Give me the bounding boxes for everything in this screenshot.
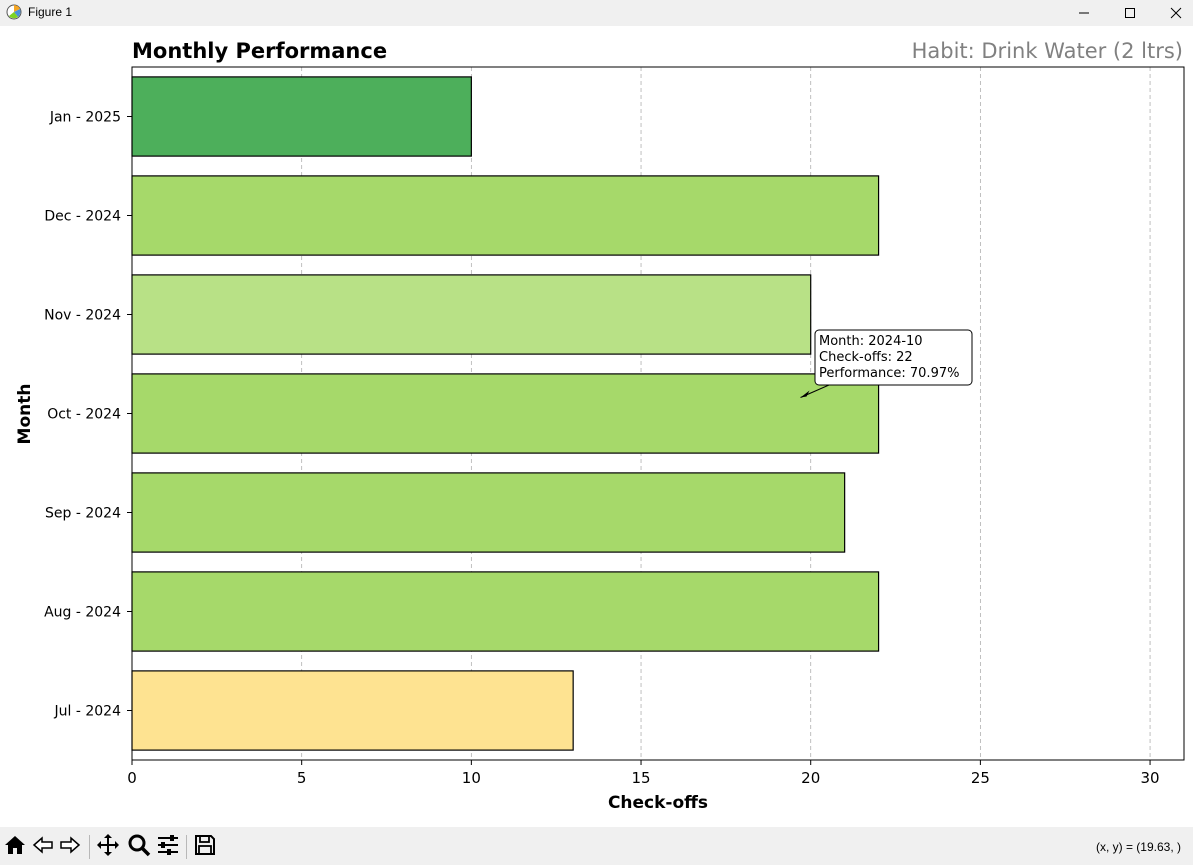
- back-button[interactable]: [30, 834, 56, 860]
- bar: [131, 175, 880, 256]
- y-tick-label: Sep - 2024: [45, 506, 121, 522]
- x-axis-label: Check-offs: [608, 793, 708, 813]
- bar: [131, 472, 846, 553]
- zoom-button[interactable]: [126, 834, 152, 860]
- window-title: Figure 1: [28, 5, 73, 19]
- x-tick-label: 0: [127, 769, 137, 787]
- y-axis-label: Month: [15, 384, 35, 445]
- cursor-coordinates: (x, y) = (19.63, ): [1095, 840, 1181, 854]
- minimize-icon: [1078, 7, 1090, 19]
- annotation-arrowhead: [800, 390, 810, 398]
- x-tick-label: 25: [971, 769, 990, 787]
- bar: [131, 571, 880, 652]
- y-tick-label: Aug - 2024: [44, 605, 121, 621]
- back-icon: [32, 834, 54, 860]
- chart-subtitle: Habit: Drink Water (2 ltrs): [912, 39, 1183, 63]
- annotation-line: Check-offs: 22: [819, 350, 913, 365]
- y-tick-label: Jul - 2024: [54, 704, 122, 720]
- close-icon: [1170, 7, 1182, 19]
- configure-subplots-button[interactable]: [155, 834, 181, 860]
- y-tick-label: Jan - 2025: [49, 110, 121, 126]
- configure-subplots-icon: [156, 833, 180, 861]
- bar: [131, 670, 574, 751]
- annotation-line: Performance: 70.97%: [819, 366, 959, 381]
- home-button[interactable]: [2, 834, 28, 860]
- y-tick-label: Nov - 2024: [44, 308, 121, 324]
- pan-button[interactable]: [95, 834, 121, 860]
- x-tick-label: 20: [801, 769, 820, 787]
- close-button[interactable]: [1153, 0, 1193, 26]
- bar: [131, 373, 880, 454]
- matplotlib-icon: [5, 3, 23, 21]
- navigation-toolbar: (x, y) = (19.63, ): [0, 827, 1193, 865]
- annotation-box: [814, 329, 973, 386]
- save-button[interactable]: [192, 834, 218, 860]
- pan-icon: [96, 833, 120, 861]
- forward-icon: [59, 834, 81, 860]
- x-tick-label: 15: [631, 769, 650, 787]
- window-titlebar: Figure 1: [0, 0, 1193, 26]
- y-tick-label: Dec - 2024: [44, 209, 121, 225]
- minimize-button[interactable]: [1061, 0, 1107, 26]
- save-icon: [194, 834, 216, 860]
- maximize-button[interactable]: [1107, 0, 1153, 26]
- forward-button[interactable]: [57, 834, 83, 860]
- bar: [131, 274, 812, 355]
- x-tick-label: 30: [1141, 769, 1160, 787]
- toolbar-separator: [89, 835, 90, 859]
- zoom-icon: [127, 833, 151, 861]
- annotation-line: Month: 2024-10: [819, 334, 923, 349]
- bar: [131, 76, 472, 157]
- y-tick-label: Oct - 2024: [47, 407, 121, 423]
- x-tick-label: 5: [297, 769, 307, 787]
- x-tick-label: 10: [462, 769, 481, 787]
- toolbar-separator: [186, 835, 187, 859]
- maximize-icon: [1124, 7, 1136, 19]
- chart-title: Monthly Performance: [132, 39, 387, 63]
- figure-canvas[interactable]: 0 5 10 15 20 25 30 Jul - 2024 Aug - 2024 Sep - 20…: [0, 26, 1193, 827]
- home-icon: [4, 834, 26, 860]
- bar-chart: 0 5 10 15 20 25 30 Jul - 2024 Aug - 2024 Sep - 20…: [15, 39, 1185, 813]
